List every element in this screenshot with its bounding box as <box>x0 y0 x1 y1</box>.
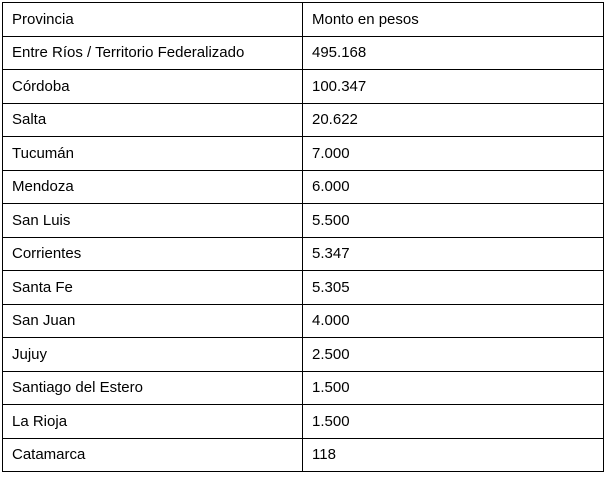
cell-monto: 495.168 <box>302 35 604 70</box>
cell-monto: 20.622 <box>302 102 604 137</box>
cell-monto: 5.500 <box>302 203 604 238</box>
cell-monto: 1.500 <box>302 404 604 439</box>
cell-provincia: Jujuy <box>2 337 303 372</box>
cell-provincia: San Luis <box>2 203 303 238</box>
table-row: San Juan 4.000 <box>2 303 604 338</box>
table-row: Catamarca 118 <box>2 437 604 472</box>
table-row: La Rioja 1.500 <box>2 404 604 439</box>
cell-monto: 2.500 <box>302 337 604 372</box>
cell-provincia: San Juan <box>2 303 303 338</box>
table-row: Jujuy 2.500 <box>2 337 604 372</box>
header-monto: Monto en pesos <box>302 2 604 37</box>
table-row: Tucumán 7.000 <box>2 136 604 171</box>
cell-monto: 5.347 <box>302 236 604 271</box>
province-amount-table: Provincia Monto en pesos Entre Ríos / Te… <box>2 2 604 472</box>
cell-provincia: Entre Ríos / Territorio Federalizado <box>2 35 303 70</box>
cell-provincia: Salta <box>2 102 303 137</box>
cell-provincia: La Rioja <box>2 404 303 439</box>
cell-provincia: Santiago del Estero <box>2 370 303 405</box>
cell-monto: 1.500 <box>302 370 604 405</box>
cell-monto: 7.000 <box>302 136 604 171</box>
cell-provincia: Córdoba <box>2 69 303 104</box>
header-provincia: Provincia <box>2 2 303 37</box>
cell-provincia: Mendoza <box>2 169 303 204</box>
table-row: Corrientes 5.347 <box>2 236 604 271</box>
table-row: San Luis 5.500 <box>2 203 604 238</box>
table-row: Córdoba 100.347 <box>2 69 604 104</box>
table-row: Santa Fe 5.305 <box>2 270 604 305</box>
table-row: Entre Ríos / Territorio Federalizado 495… <box>2 35 604 70</box>
cell-provincia: Tucumán <box>2 136 303 171</box>
cell-monto: 4.000 <box>302 303 604 338</box>
cell-provincia: Corrientes <box>2 236 303 271</box>
cell-provincia: Santa Fe <box>2 270 303 305</box>
cell-provincia: Catamarca <box>2 437 303 472</box>
table-row: Salta 20.622 <box>2 102 604 137</box>
cell-monto: 5.305 <box>302 270 604 305</box>
cell-monto: 6.000 <box>302 169 604 204</box>
table-row: Santiago del Estero 1.500 <box>2 370 604 405</box>
table-header-row: Provincia Monto en pesos <box>2 2 604 37</box>
cell-monto: 100.347 <box>302 69 604 104</box>
table-row: Mendoza 6.000 <box>2 169 604 204</box>
cell-monto: 118 <box>302 437 604 472</box>
